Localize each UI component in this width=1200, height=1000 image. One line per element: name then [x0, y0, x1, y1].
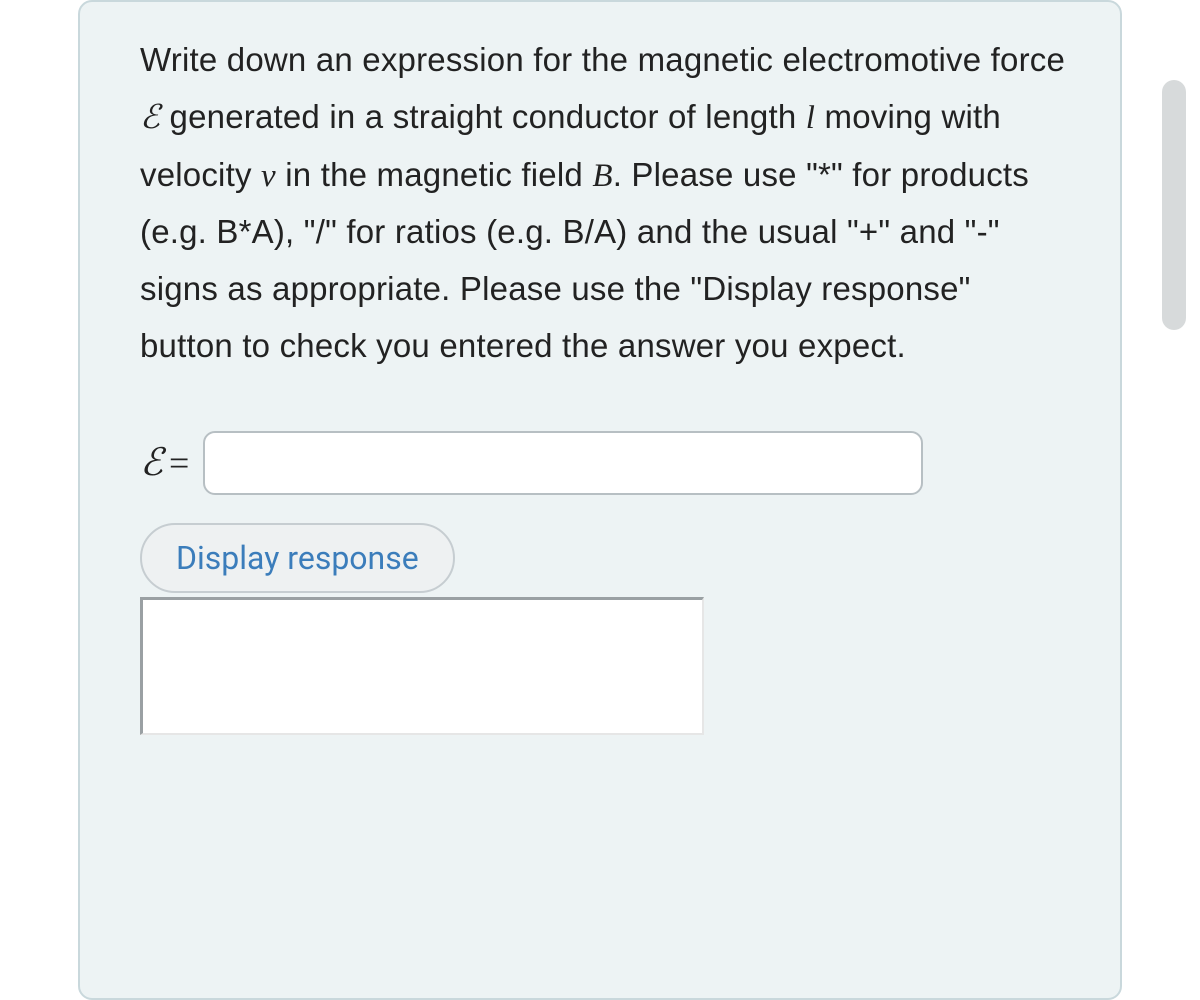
- answer-row: ℰ=: [140, 431, 1070, 495]
- symbol-velocity: v: [261, 158, 276, 194]
- question-card: Write down an expression for the magneti…: [78, 0, 1122, 1000]
- answer-symbol: ℰ: [140, 440, 163, 485]
- equals-sign: =: [169, 442, 189, 484]
- symbol-emf: ℰ: [140, 100, 160, 136]
- question-part4: in the magnetic field: [276, 156, 592, 193]
- symbol-field: B: [592, 158, 612, 194]
- question-text: Write down an expression for the magneti…: [140, 32, 1070, 375]
- symbol-length: l: [806, 100, 815, 136]
- question-part1: Write down an expression for the magneti…: [140, 41, 1065, 78]
- display-response-button[interactable]: Display response: [140, 523, 455, 593]
- answer-label: ℰ=: [140, 440, 189, 485]
- response-output: [140, 597, 704, 735]
- scrollbar-thumb[interactable]: [1162, 80, 1186, 330]
- question-part2: generated in a straight conductor of len…: [160, 98, 806, 135]
- answer-input[interactable]: [203, 431, 923, 495]
